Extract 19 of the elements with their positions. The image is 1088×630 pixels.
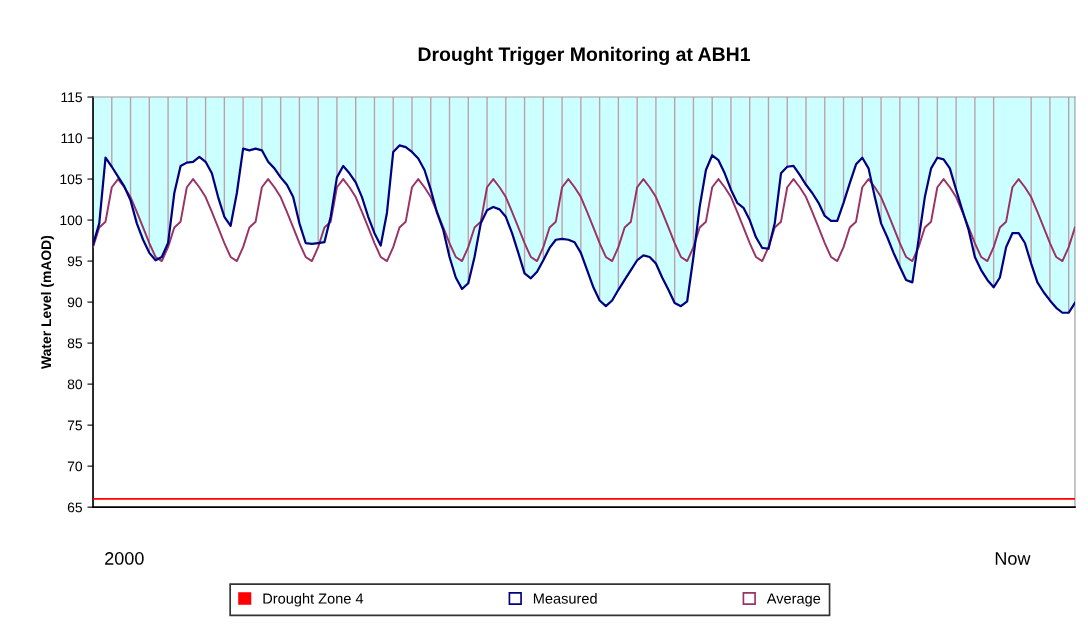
y-tick-label: 105 bbox=[60, 174, 83, 185]
x-tick-label: 2000 bbox=[105, 552, 144, 565]
y-tick-label: 75 bbox=[67, 420, 83, 431]
y-tick-label: 100 bbox=[60, 215, 83, 226]
y-tick-label: 80 bbox=[67, 379, 83, 390]
y-tick-label: 70 bbox=[67, 461, 83, 472]
y-tick-label: 85 bbox=[67, 338, 83, 349]
y-tick-label: 115 bbox=[61, 92, 83, 103]
y-tick-label: 90 bbox=[67, 297, 83, 308]
legend-label: Drought Zone 4 bbox=[263, 593, 364, 607]
y-tick-label: 110 bbox=[61, 133, 83, 144]
y-axis-title: Water Level (mAOD) bbox=[40, 235, 54, 369]
y-tick-label: 65 bbox=[67, 502, 83, 513]
y-tick-label: 95 bbox=[67, 256, 83, 267]
chart-title: Drought Trigger Monitoring at ABH1 bbox=[418, 46, 750, 66]
legend-label: Measured bbox=[533, 593, 597, 604]
legend-label: Average bbox=[766, 593, 821, 607]
line-series bbox=[93, 178, 1075, 263]
x-tick-label: Now bbox=[995, 552, 1031, 565]
